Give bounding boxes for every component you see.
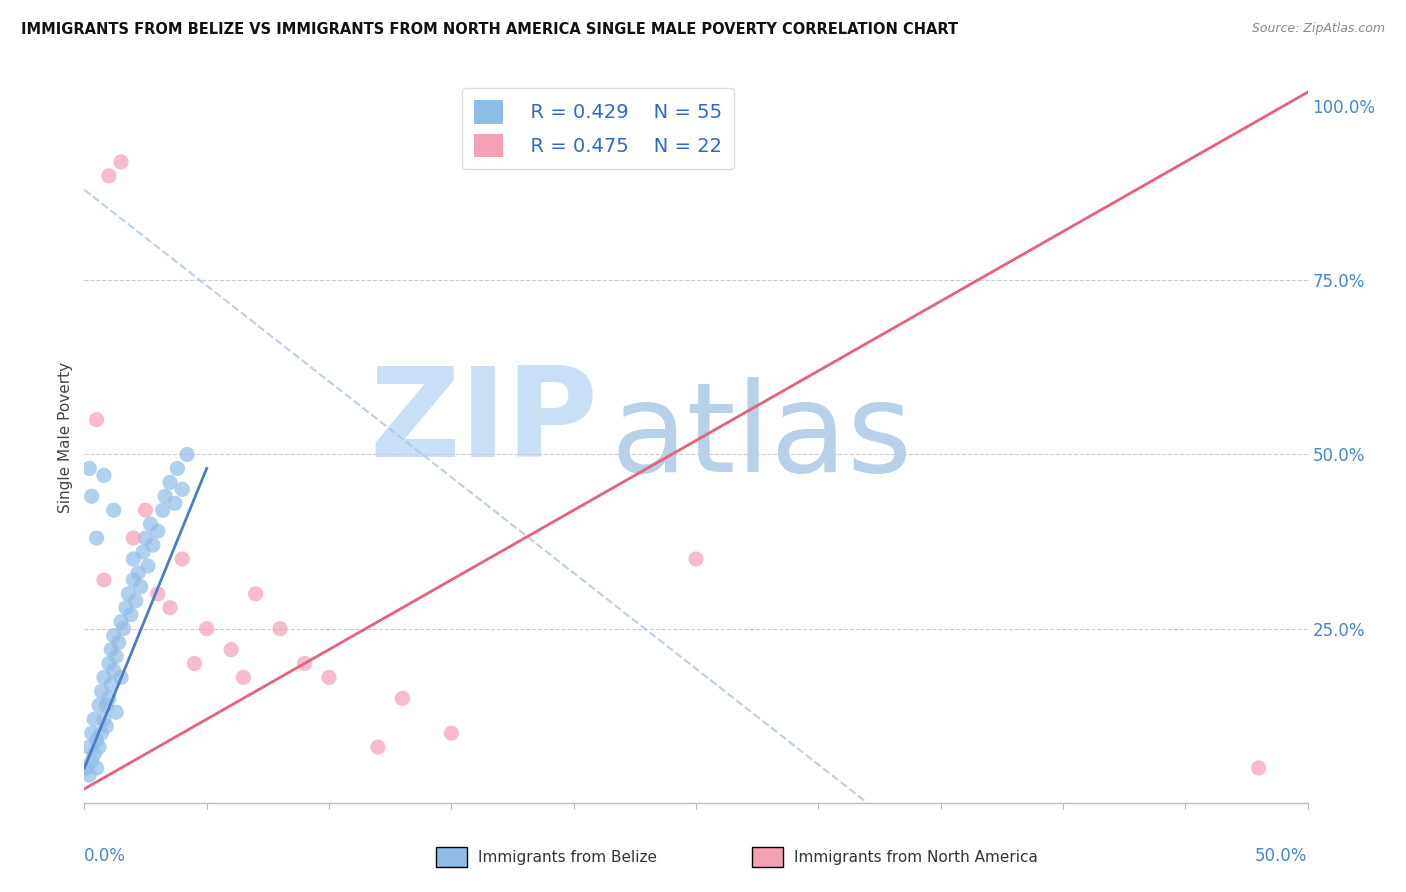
Point — [87, 698, 110, 713]
Point — [77, 461, 100, 475]
Point — [183, 657, 205, 671]
Point — [685, 552, 707, 566]
Text: Source: ZipAtlas.com: Source: ZipAtlas.com — [1251, 22, 1385, 36]
Y-axis label: Single Male Poverty: Single Male Poverty — [58, 361, 73, 513]
Point — [76, 761, 98, 775]
Point — [86, 733, 108, 747]
Point — [232, 670, 254, 684]
Point — [112, 622, 135, 636]
Text: Immigrants from Belize: Immigrants from Belize — [478, 850, 657, 864]
Point — [80, 726, 103, 740]
Point — [97, 657, 120, 671]
Point — [96, 719, 118, 733]
Point — [159, 475, 181, 490]
Point — [440, 726, 463, 740]
Text: 50.0%: 50.0% — [1256, 847, 1308, 864]
Text: IMMIGRANTS FROM BELIZE VS IMMIGRANTS FROM NORTH AMERICA SINGLE MALE POVERTY CORR: IMMIGRANTS FROM BELIZE VS IMMIGRANTS FRO… — [21, 22, 959, 37]
Point — [90, 726, 112, 740]
Point — [125, 594, 148, 608]
Point — [166, 461, 188, 475]
Point — [219, 642, 242, 657]
Point — [115, 600, 138, 615]
Legend:   R = 0.429    N = 55,   R = 0.475    N = 22: R = 0.429 N = 55, R = 0.475 N = 22 — [463, 88, 734, 169]
Point — [80, 489, 103, 503]
Point — [110, 670, 132, 684]
Point — [97, 691, 120, 706]
Point — [97, 169, 120, 183]
Point — [110, 615, 132, 629]
Point — [172, 483, 194, 497]
Text: 0.0%: 0.0% — [84, 847, 127, 864]
Point — [139, 517, 162, 532]
Point — [146, 587, 169, 601]
Point — [122, 552, 145, 566]
Point — [195, 622, 218, 636]
Point — [163, 496, 186, 510]
Point — [153, 489, 176, 503]
Point — [93, 712, 115, 726]
Point — [176, 448, 198, 462]
Point — [159, 600, 181, 615]
Text: Immigrants from North America: Immigrants from North America — [794, 850, 1038, 864]
Point — [122, 573, 145, 587]
Point — [103, 629, 125, 643]
Point — [83, 712, 105, 726]
Point — [93, 573, 115, 587]
Point — [152, 503, 174, 517]
Point — [105, 649, 128, 664]
Point — [142, 538, 165, 552]
Point — [269, 622, 291, 636]
Point — [1247, 761, 1270, 775]
Point — [100, 642, 122, 657]
Point — [146, 524, 169, 538]
Point — [107, 635, 129, 649]
Point — [110, 155, 132, 169]
Point — [105, 705, 128, 719]
Point — [245, 587, 267, 601]
Point — [391, 691, 413, 706]
Point — [86, 412, 108, 426]
Point — [93, 670, 115, 684]
Point — [318, 670, 340, 684]
Point — [367, 740, 389, 755]
Text: atlas: atlas — [610, 376, 912, 498]
Point — [80, 754, 103, 768]
Point — [90, 684, 112, 698]
Point — [100, 677, 122, 691]
Point — [86, 531, 108, 545]
Point — [127, 566, 149, 580]
Point — [93, 468, 115, 483]
Point — [135, 503, 157, 517]
Point — [294, 657, 316, 671]
Point — [103, 664, 125, 678]
Text: ZIP: ZIP — [370, 362, 598, 483]
Point — [135, 531, 157, 545]
Point — [96, 698, 118, 713]
Point — [120, 607, 142, 622]
Point — [86, 761, 108, 775]
Point — [122, 531, 145, 545]
Point — [136, 558, 159, 573]
Point — [87, 740, 110, 755]
Point — [117, 587, 139, 601]
Point — [132, 545, 155, 559]
Point — [172, 552, 194, 566]
Point — [103, 503, 125, 517]
Point — [77, 768, 100, 782]
Point — [83, 747, 105, 761]
Point — [129, 580, 152, 594]
Point — [77, 740, 100, 755]
